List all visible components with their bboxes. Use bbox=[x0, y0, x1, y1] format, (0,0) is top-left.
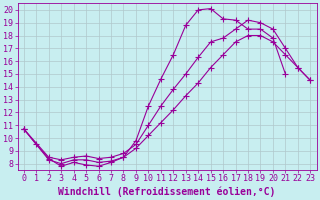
X-axis label: Windchill (Refroidissement éolien,°C): Windchill (Refroidissement éolien,°C) bbox=[58, 186, 276, 197]
